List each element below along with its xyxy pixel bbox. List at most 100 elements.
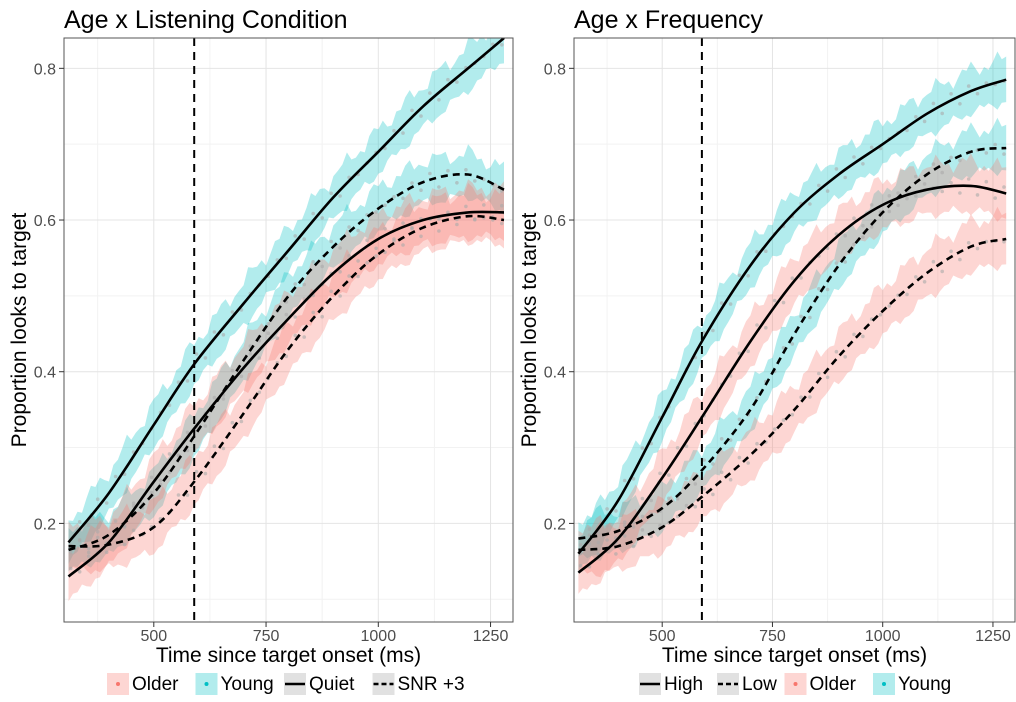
observed-point — [365, 261, 369, 265]
legend-dot — [204, 682, 209, 686]
observed-point — [419, 234, 423, 239]
observed-point — [719, 301, 724, 305]
observed-point — [212, 444, 217, 449]
observed-point — [248, 398, 253, 403]
legend-label: Young — [898, 674, 951, 695]
observed-point — [719, 437, 724, 441]
observed-point — [958, 257, 962, 262]
observed-point — [248, 352, 253, 356]
observed-point — [711, 462, 715, 466]
legend-label: Older — [132, 674, 179, 695]
observed-point — [329, 289, 334, 294]
observed-point — [500, 43, 504, 47]
observed-point — [834, 349, 839, 354]
observed-point — [338, 246, 342, 250]
legend-key-low: Low — [717, 673, 777, 695]
observed-point — [578, 543, 583, 547]
observed-point — [958, 102, 962, 106]
observed-point — [482, 203, 486, 207]
observed-point — [122, 542, 127, 547]
observed-point — [905, 196, 909, 201]
observed-point — [374, 246, 378, 251]
observed-point — [755, 323, 759, 327]
legend-dot — [882, 682, 886, 686]
observed-point — [949, 181, 953, 185]
observed-point — [711, 328, 715, 333]
observed-point — [640, 514, 645, 519]
observed-point — [764, 325, 768, 330]
fit-line-older-quiet — [67, 210, 505, 578]
observed-point — [86, 550, 91, 555]
observed-point — [68, 566, 73, 571]
observed-point — [293, 315, 298, 319]
observed-point — [302, 282, 307, 287]
observed-point — [77, 537, 82, 542]
observed-point — [266, 322, 271, 326]
observed-point — [984, 151, 989, 155]
observed-point — [764, 249, 768, 253]
observed-point — [640, 496, 645, 501]
y-tick-label: 0.6 — [34, 213, 56, 230]
observed-point — [728, 477, 733, 482]
observed-point — [275, 336, 280, 341]
observed-point — [887, 194, 892, 198]
panel-2: 500 750 1000 1250 0.2 0.4 0.6 0.8 Age x Frequenc… — [518, 6, 1016, 695]
observed-point — [755, 250, 759, 254]
observed-point — [675, 446, 680, 450]
observed-point — [808, 315, 812, 320]
x-tick-label: 1000 — [361, 628, 397, 645]
observed-point — [95, 497, 100, 502]
observed-point — [852, 332, 856, 337]
legend-key-older: Older — [784, 673, 857, 695]
observed-point — [746, 349, 750, 354]
observed-point — [825, 375, 830, 380]
observed-point — [966, 84, 971, 88]
legend-key-young: Young — [873, 673, 951, 695]
ci-ribbon-older-high — [578, 153, 1007, 594]
observed-point — [667, 496, 671, 501]
observed-point — [825, 287, 830, 292]
y-tick-label: 0.8 — [544, 61, 566, 78]
observed-point — [843, 175, 847, 180]
observed-point — [230, 420, 235, 425]
observed-point — [702, 487, 706, 491]
observed-point — [631, 525, 636, 529]
y-tick-label: 0.8 — [34, 61, 56, 78]
observed-point — [790, 276, 795, 281]
observed-point — [702, 458, 706, 462]
observed-point — [869, 225, 874, 229]
observed-point — [755, 441, 759, 446]
observed-point — [221, 397, 226, 401]
observed-point — [338, 294, 342, 298]
observed-point — [781, 418, 786, 422]
ci-ribbon-older-snr-3 — [68, 183, 504, 575]
observed-point — [338, 270, 342, 274]
observed-point — [649, 534, 653, 539]
observed-point — [185, 379, 190, 383]
observed-point — [746, 461, 750, 465]
observed-point — [614, 552, 618, 556]
ci-ribbon-older-low — [578, 206, 1007, 578]
observed-point — [293, 234, 298, 238]
fit-line-young-high — [577, 78, 1007, 555]
legend-label: SNR +3 — [398, 674, 465, 695]
observed-point — [843, 355, 847, 359]
observed-point — [799, 276, 803, 280]
fit-line-older-high — [577, 184, 1007, 574]
observed-point — [500, 203, 504, 208]
observed-point — [158, 478, 163, 483]
observed-point — [596, 540, 601, 545]
ci-ribbon-older-quiet — [68, 179, 504, 602]
y-tick-label: 0.2 — [34, 516, 56, 533]
plot-area — [67, 38, 505, 602]
observed-point — [975, 193, 980, 197]
observed-point — [984, 179, 989, 184]
observed-point — [284, 354, 289, 359]
observed-point — [887, 304, 892, 308]
x-axis-title: Time since target onset (ms) — [156, 644, 421, 667]
observed-point — [808, 395, 812, 399]
observed-point — [185, 430, 190, 435]
observed-point — [131, 501, 136, 506]
observed-point — [293, 282, 298, 286]
observed-point — [104, 550, 109, 555]
